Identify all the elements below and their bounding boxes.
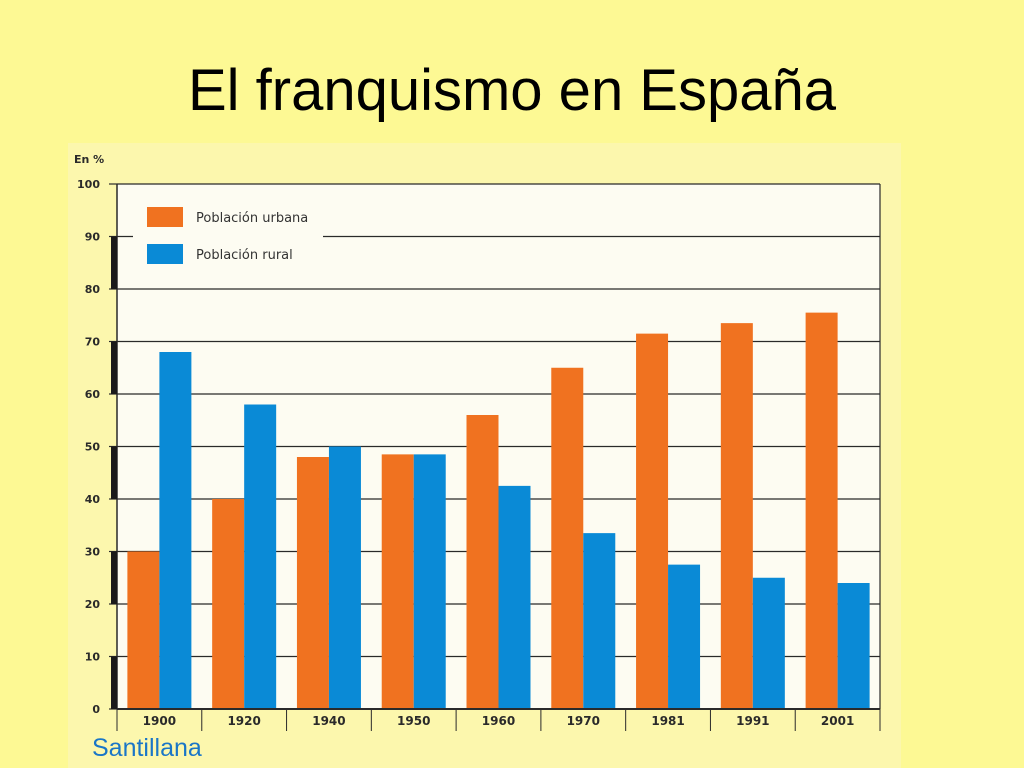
x-tick-label: 1940 — [312, 714, 345, 728]
y-tick-label: 40 — [85, 493, 101, 506]
y-tick-label: 20 — [85, 598, 101, 611]
y-unit-label: En % — [74, 153, 104, 166]
y-axis-band — [111, 236, 117, 289]
x-tick-label: 1900 — [143, 714, 176, 728]
bar-urban-1950 — [381, 454, 414, 709]
legend-label-rural: Población rural — [196, 248, 293, 263]
bar-urban-1991 — [720, 323, 753, 709]
bar-rural-1991 — [752, 577, 785, 709]
bar-urban-1960 — [466, 415, 499, 709]
bar-rural-1950 — [413, 454, 446, 709]
y-axis-band — [111, 551, 117, 604]
x-tick-label: 1920 — [227, 714, 260, 728]
bar-rural-1981 — [668, 564, 701, 709]
bar-urban-1970 — [551, 367, 584, 709]
bar-rural-1900 — [159, 352, 192, 709]
y-axis-band — [111, 446, 117, 499]
y-tick-label: 50 — [85, 441, 101, 454]
legend-label-urban: Población urbana — [196, 211, 308, 226]
bar-urban-1981 — [636, 333, 669, 709]
x-tick-label: 1991 — [736, 714, 769, 728]
bar-rural-1920 — [244, 404, 277, 709]
slide-title: El franquismo en España — [187, 58, 837, 123]
bar-urban-1900 — [127, 551, 160, 709]
x-tick-label: 2001 — [821, 714, 854, 728]
bar-urban-2001 — [805, 312, 838, 709]
x-tick-label: 1981 — [651, 714, 684, 728]
y-tick-label: 100 — [77, 178, 100, 191]
y-tick-label: 70 — [85, 336, 101, 349]
legend-box — [133, 192, 323, 286]
y-axis-band — [111, 656, 117, 709]
source-label: Santillana — [92, 734, 202, 762]
bar-rural-1960 — [498, 485, 531, 709]
x-tick-label: 1950 — [397, 714, 430, 728]
bar-rural-1940 — [328, 446, 361, 709]
y-tick-label: 30 — [85, 546, 101, 559]
y-tick-label: 90 — [85, 231, 101, 244]
x-tick-label: 1960 — [482, 714, 515, 728]
legend-swatch-rural — [147, 244, 183, 264]
bar-rural-1970 — [583, 533, 616, 709]
bar-urban-1920 — [212, 499, 245, 709]
y-tick-label: 10 — [85, 651, 101, 664]
x-tick-label: 1970 — [567, 714, 600, 728]
y-tick-label: 60 — [85, 388, 101, 401]
y-axis-band — [111, 341, 117, 394]
y-tick-label: 80 — [85, 283, 101, 296]
bar-urban-1940 — [296, 457, 329, 709]
y-tick-label: 0 — [92, 703, 100, 716]
bar-rural-2001 — [837, 583, 870, 709]
legend-swatch-urban — [147, 207, 183, 227]
